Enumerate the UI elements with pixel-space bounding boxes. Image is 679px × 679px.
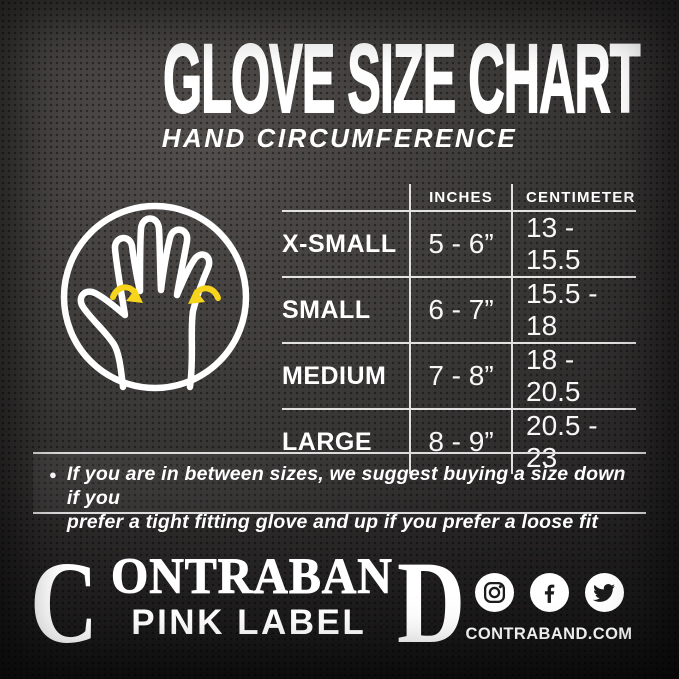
sizing-note-line-2: prefer a tight fitting glove and up if y… <box>66 510 599 533</box>
centimeter-value: 13 - 15.5 <box>526 212 581 275</box>
social-block: CONTRABAND.COM <box>464 573 634 644</box>
inches-column-header: INCHES <box>410 184 513 212</box>
table-row-xsmall: X-SMALL 5 - 6” 13 - 15.5 <box>282 211 636 277</box>
twitter-icon <box>584 573 624 612</box>
logo-letter-c: C <box>30 537 99 668</box>
sizing-note-text: If you are in between sizes, we suggest … <box>67 463 636 534</box>
measure-arrow-right <box>188 285 221 304</box>
bullet-icon: ● <box>49 467 57 482</box>
inches-value: 7 - 8” <box>410 342 513 409</box>
website-url: CONTRABAND.COM <box>465 625 633 643</box>
sizing-note-line-1: If you are in between sizes, we suggest … <box>66 463 626 509</box>
size-label: MEDIUM <box>282 342 411 409</box>
hand-circumference-icon <box>55 197 255 397</box>
centimeter-column-header: CENTIMETER <box>512 184 636 212</box>
inches-value: 6 - 7” <box>410 276 513 343</box>
size-label: SMALL <box>282 276 411 343</box>
logo-subtitle: PINK LABEL <box>131 602 367 642</box>
measure-arrow-left <box>110 284 143 303</box>
contraband-logo: C ONTRABAN PINK LABEL D <box>30 537 482 668</box>
instagram-icon <box>474 573 514 612</box>
centimeter-value: 15.5 - 18 <box>512 276 636 343</box>
centimeter-value: 20.5 - 23 <box>512 408 636 474</box>
size-table-container: INCHES CENTIMETER X-SMALL 5 - 6” 13 - 15… <box>282 184 636 474</box>
inches-value: 8 - 9” <box>410 408 513 474</box>
subtitle: HAND CIRCUMFERENCE <box>161 123 518 153</box>
table-row-small: SMALL 6 - 7” 15.5 - 18 <box>282 276 636 343</box>
page-title: GLOVE SIZE CHART <box>162 24 641 133</box>
table-row-medium: MEDIUM 7 - 8” 18 - 20.5 <box>282 342 636 409</box>
inches-value: 5 - 6” <box>410 211 513 277</box>
header-row: INCHES CENTIMETER <box>282 184 636 212</box>
logo-middle-block: ONTRABAN PINK LABEL <box>111 549 411 642</box>
facebook-icon <box>529 573 569 612</box>
sizing-note: ● If you are in between sizes, we sugges… <box>33 452 646 533</box>
table-row-large: LARGE 8 - 9” 20.5 - 23 <box>282 408 636 474</box>
size-column-header <box>282 184 411 212</box>
size-table: INCHES CENTIMETER X-SMALL 5 - 6” 13 - 15… <box>282 184 636 474</box>
size-label: LARGE <box>282 408 411 474</box>
logo-middle-text: ONTRABAN <box>111 549 394 605</box>
logo-letter-d: D <box>397 537 466 668</box>
social-icons-row <box>464 573 634 612</box>
centimeter-value: 18 - 20.5 <box>512 342 636 409</box>
size-label: X-SMALL <box>282 211 411 277</box>
hand-circle-illustration <box>60 202 250 392</box>
